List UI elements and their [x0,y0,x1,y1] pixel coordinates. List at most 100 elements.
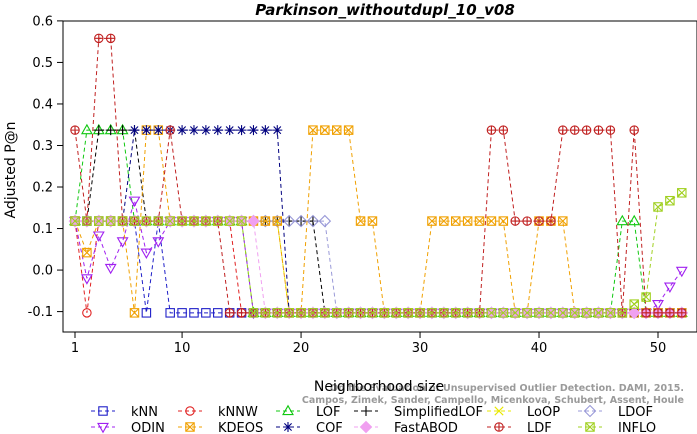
data-point-kdeos [486,216,497,226]
data-point-inflo [581,308,592,318]
data-point-inflo [332,308,342,318]
data-point-inflo [296,308,306,318]
data-point-kdeos [82,247,92,258]
watermark: On the Evaluation of Unsupervised Outlie… [302,383,684,406]
data-point-inflo [117,216,128,226]
data-point-kdeos [260,216,271,226]
data-point-inflo [593,308,604,318]
data-point-inflo [105,216,116,226]
data-point-cof [188,125,199,136]
series-ldf [70,33,687,318]
data-point-ldf [498,125,509,135]
legend-marker [361,406,371,416]
legend-item-odin: ODIN [91,421,165,434]
data-point-cof [129,125,140,136]
data-point-inflo [189,216,199,226]
data-point-kdeos [474,216,485,226]
data-point-odin [128,196,141,208]
data-point-inflo [236,216,247,226]
data-point-inflo [641,292,651,302]
data-point-ldf [486,125,497,135]
data-point-inflo [474,308,485,318]
data-point-ldf [593,125,604,135]
data-point-inflo [367,308,378,318]
data-point-kdeos [558,216,568,226]
data-point-ldof [282,214,296,228]
legend-marker [97,422,109,434]
data-point-knn [213,308,223,318]
data-point-inflo [379,308,390,318]
legend-item-cof: COF [276,421,343,434]
data-point-inflo [462,308,473,318]
data-point-kdeos [450,216,461,226]
data-point-ldf [558,125,568,135]
data-point-lof [616,214,629,226]
data-point-knn [189,308,199,318]
data-point-fastabod [247,214,260,228]
y-tick-label: 0.5 [32,56,53,71]
data-point-inflo [213,216,223,226]
data-point-inflo [153,216,164,226]
data-point-inflo [546,308,556,318]
legend-marker [583,404,597,418]
legend-marker [585,422,595,432]
data-point-kdeos [320,125,330,135]
data-point-ldf [224,308,235,318]
axes: 1 10 20 30 40 50 -0.1 0.0 0.1 0.2 0.3 0.4 0.5 0.6 [28,14,697,356]
x-tick-label: 20 [293,341,310,356]
data-point-ldf [510,216,520,226]
data-point-simplifiedlof [117,125,128,136]
x-tick-label: 30 [412,341,429,356]
data-point-ldf [641,308,651,318]
data-point-inflo [391,308,401,318]
data-point-odin [104,263,117,275]
data-point-inflo [165,216,175,226]
data-point-inflo [439,308,449,318]
legend-marker [494,422,504,432]
legend-label: LDF [527,421,552,434]
data-point-kdeos [462,216,473,226]
data-point-ldf [677,308,687,318]
data-point-ldf [534,216,544,226]
data-point-ldf [581,125,592,135]
data-point-simplifiedlof [93,125,104,136]
legend-label: ODIN [131,421,165,434]
y-tick-label: 0.1 [32,222,53,237]
data-point-inflo [260,308,271,318]
plot-area [68,33,689,320]
data-point-kdeos [343,125,354,135]
legend-label: KDEOS [218,421,263,434]
legend-item-fastabod: FastABOD [354,420,458,434]
data-point-inflo [415,308,425,318]
data-point-kdeos [308,125,318,135]
data-point-knn [201,308,211,318]
data-point-inflo [677,188,687,198]
data-point-ldf [236,308,247,318]
data-point-inflo [129,216,140,226]
data-point-cof [177,125,188,136]
legend-item-simplifiedlof: SimplifiedLOF [354,405,483,420]
data-point-inflo [558,308,568,318]
data-point-odin [652,299,664,311]
data-point-inflo [308,308,318,318]
data-point-odin [675,266,688,278]
data-point-ldf [165,125,175,135]
data-point-kdeos [129,308,140,318]
data-point-odin [663,282,676,293]
data-point-inflo [427,308,437,318]
data-point-inflo [94,216,104,226]
data-point-inflo [450,308,461,318]
legend: kNN kNNW LOF SimplifiedLOF LoOP LDOF ODIN KDEOS… [91,404,656,434]
data-point-inflo [201,216,211,226]
data-point-fastabod [627,306,641,320]
data-point-inflo [629,299,639,309]
data-point-inflo [498,308,509,318]
data-point-knn [165,308,175,318]
x-axis-label: Neighborhood size [314,379,444,395]
data-point-ldf [546,216,556,226]
data-point-ldf [105,33,116,44]
data-point-odin [140,248,153,259]
watermark-line-1: Campos, Zimek, Sander, Campello, Micenko… [302,395,684,406]
legend-item-knn: kNN [91,405,158,420]
